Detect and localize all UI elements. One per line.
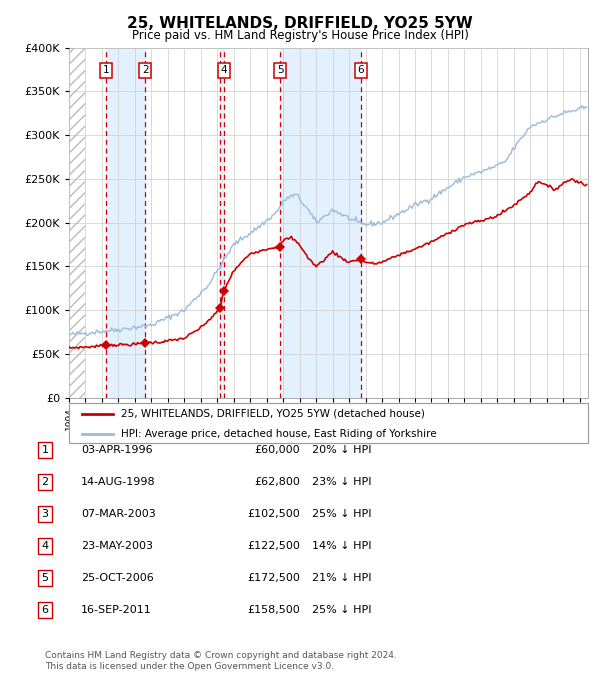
Text: 6: 6 (41, 605, 49, 615)
Bar (69, 48, 85, 398)
Text: 25, WHITELANDS, DRIFFIELD, YO25 5YW: 25, WHITELANDS, DRIFFIELD, YO25 5YW (127, 16, 473, 31)
Text: Price paid vs. HM Land Registry's House Price Index (HPI): Price paid vs. HM Land Registry's House … (131, 29, 469, 42)
Text: 2: 2 (41, 477, 49, 487)
Text: 25-OCT-2006: 25-OCT-2006 (81, 573, 154, 583)
Text: 4: 4 (41, 541, 49, 551)
Bar (69, 48, 85, 398)
Text: £122,500: £122,500 (247, 541, 300, 551)
FancyBboxPatch shape (69, 403, 588, 443)
Text: £60,000: £60,000 (254, 445, 300, 455)
Text: 23% ↓ HPI: 23% ↓ HPI (312, 477, 371, 487)
Text: 14-AUG-1998: 14-AUG-1998 (81, 477, 155, 487)
Text: 25% ↓ HPI: 25% ↓ HPI (312, 605, 371, 615)
Bar (106, 48, 145, 398)
Text: £102,500: £102,500 (247, 509, 300, 519)
Text: £172,500: £172,500 (247, 573, 300, 583)
Text: £158,500: £158,500 (247, 605, 300, 615)
Text: 4: 4 (220, 65, 227, 75)
Bar (220, 48, 224, 398)
Text: 2: 2 (142, 65, 148, 75)
Text: 03-APR-1996: 03-APR-1996 (81, 445, 152, 455)
Text: 07-MAR-2003: 07-MAR-2003 (81, 509, 156, 519)
Text: Contains HM Land Registry data © Crown copyright and database right 2024.: Contains HM Land Registry data © Crown c… (45, 651, 397, 660)
Text: 5: 5 (41, 573, 49, 583)
Text: 25, WHITELANDS, DRIFFIELD, YO25 5YW (detached house): 25, WHITELANDS, DRIFFIELD, YO25 5YW (det… (121, 409, 425, 419)
Text: HPI: Average price, detached house, East Riding of Yorkshire: HPI: Average price, detached house, East… (121, 429, 437, 439)
Text: 6: 6 (358, 65, 364, 75)
Text: 3: 3 (41, 509, 49, 519)
Text: £62,800: £62,800 (254, 477, 300, 487)
Text: 23-MAY-2003: 23-MAY-2003 (81, 541, 153, 551)
Text: 25% ↓ HPI: 25% ↓ HPI (312, 509, 371, 519)
Text: 16-SEP-2011: 16-SEP-2011 (81, 605, 152, 615)
Text: 14% ↓ HPI: 14% ↓ HPI (312, 541, 371, 551)
Bar (280, 48, 361, 398)
Text: 20% ↓ HPI: 20% ↓ HPI (312, 445, 371, 455)
Text: This data is licensed under the Open Government Licence v3.0.: This data is licensed under the Open Gov… (45, 662, 334, 671)
Text: 5: 5 (277, 65, 284, 75)
Text: 1: 1 (41, 445, 49, 455)
Text: 1: 1 (103, 65, 109, 75)
Text: 21% ↓ HPI: 21% ↓ HPI (312, 573, 371, 583)
